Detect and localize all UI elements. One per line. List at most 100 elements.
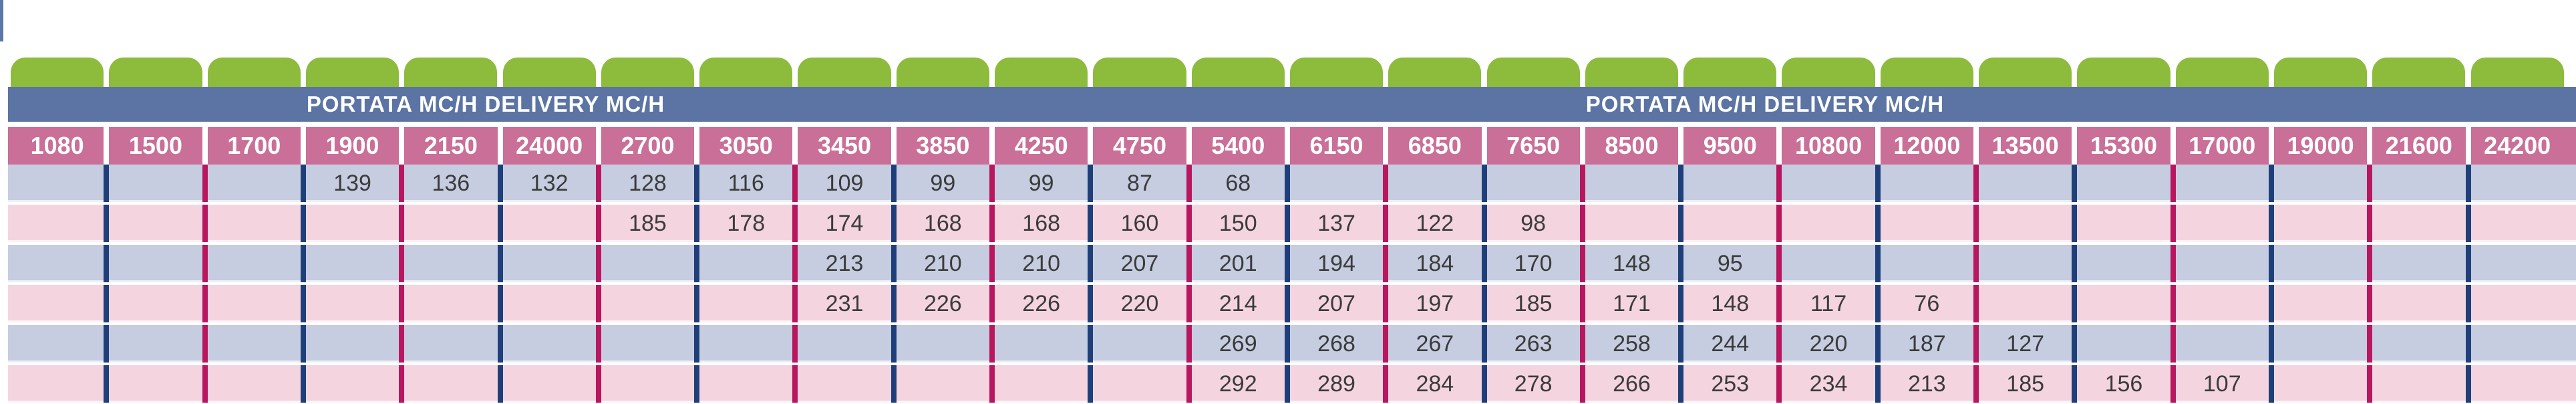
table-cell [2271, 325, 2370, 363]
column-divider [1579, 325, 1585, 363]
column-divider [2072, 365, 2078, 403]
column-divider [1776, 205, 1782, 242]
table-cell [1090, 365, 1188, 403]
table-cell: 226 [923, 291, 962, 316]
column-tab [109, 58, 202, 91]
table-cell [2468, 365, 2567, 403]
column-divider [104, 205, 110, 242]
table-cell [1976, 245, 2074, 282]
column-divider [1383, 285, 1389, 322]
column-tab [2470, 58, 2564, 91]
table-cell [2370, 365, 2468, 403]
column-header: 3450 [817, 132, 872, 159]
column-divider [1678, 285, 1684, 322]
table-cell [2468, 325, 2567, 363]
column-divider [1383, 365, 1389, 403]
column-header: 13500 [1991, 132, 2059, 159]
column-divider [989, 285, 995, 322]
column-divider [1088, 365, 1094, 403]
header-separator [989, 127, 995, 165]
table-cell [1779, 245, 1877, 282]
column-divider [1973, 165, 1979, 202]
table-cell [1287, 165, 1386, 202]
header-separator [1186, 127, 1192, 165]
table-cell: 268 [1317, 331, 1355, 357]
column-divider [1284, 205, 1290, 242]
table-cell [1681, 205, 1779, 242]
column-divider [2072, 205, 2078, 242]
column-divider [300, 165, 306, 202]
table-cell [303, 285, 401, 322]
data-grid: 139 136 132 128 116 109 99 99 87 68 185 178 174 168 16… [8, 165, 2576, 404]
column-divider [891, 325, 897, 363]
column-divider [1973, 365, 1979, 403]
column-divider [104, 165, 110, 202]
column-divider [792, 205, 798, 242]
column-divider [300, 325, 306, 363]
column-divider [989, 325, 995, 363]
band-title-left: PORTATA MC/H DELIVERY MC/H [306, 92, 665, 116]
column-header: 6850 [1408, 132, 1462, 159]
table-cell: 178 [727, 211, 766, 236]
column-divider [595, 205, 601, 242]
column-divider [202, 365, 208, 403]
table-cell [303, 325, 401, 363]
column-divider [792, 285, 798, 322]
table-cell: 207 [1120, 251, 1159, 276]
table-cell [1681, 165, 1779, 202]
column-divider [989, 165, 995, 202]
green-tab-strip [0, 58, 2576, 91]
table-cell: 117 [1810, 291, 1847, 316]
column-header: 21600 [2385, 132, 2452, 159]
table-cell [795, 325, 893, 363]
column-tab [2175, 58, 2269, 91]
table-cell [2074, 205, 2172, 242]
table-row: 269 268 267 263 258 244 220 187 127 [8, 325, 2576, 363]
column-header: 4250 [1014, 132, 1068, 159]
table-cell: 226 [1022, 291, 1061, 316]
row-separator [8, 200, 2576, 202]
column-divider [595, 365, 601, 403]
column-divider [1973, 205, 1979, 242]
column-tab [11, 58, 104, 91]
column-divider [1579, 205, 1585, 242]
column-divider [1284, 285, 1290, 322]
table-cell [2271, 165, 2370, 202]
column-divider [1973, 285, 1979, 322]
table-cell: 213 [825, 251, 864, 276]
table-cell: 267 [1416, 331, 1454, 357]
column-divider [1186, 365, 1192, 403]
table-cell [205, 165, 303, 202]
table-cell [599, 365, 697, 403]
table-cell: 207 [1317, 291, 1355, 316]
column-divider [891, 165, 897, 202]
column-divider [1678, 165, 1684, 202]
table-cell: 168 [923, 211, 962, 236]
table-cell [303, 365, 401, 403]
column-divider [1284, 245, 1290, 282]
column-divider [1383, 325, 1389, 363]
header-separator [2367, 127, 2373, 165]
column-tab [1979, 58, 2072, 91]
column-divider [2072, 325, 2078, 363]
table-cell [697, 325, 795, 363]
header-separator [1973, 127, 1979, 165]
table-cell: 244 [1711, 331, 1750, 357]
band-title-right: PORTATA MC/H DELIVERY MC/H [1585, 92, 1945, 116]
table-cell [2173, 165, 2271, 202]
column-tab [601, 58, 695, 91]
column-header: 6150 [1309, 132, 1363, 159]
table-cell: 136 [432, 171, 470, 196]
header-separator [1383, 127, 1389, 165]
column-header: 10800 [1794, 132, 1863, 159]
column-divider [497, 245, 503, 282]
column-divider [694, 205, 700, 242]
table-cell [795, 365, 893, 403]
column-divider [1579, 245, 1585, 282]
column-divider [2170, 205, 2176, 242]
column-divider [2268, 245, 2274, 282]
table-cell: 95 [1717, 251, 1743, 276]
column-divider [1383, 205, 1389, 242]
table-cell: 278 [1514, 371, 1553, 397]
column-divider [2465, 365, 2471, 403]
